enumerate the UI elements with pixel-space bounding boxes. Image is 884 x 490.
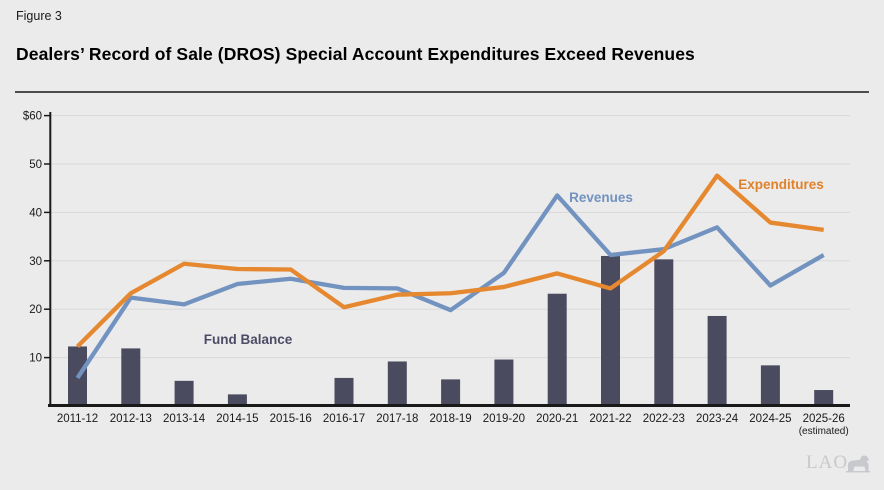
x-tick-label: 2015-16: [270, 413, 312, 425]
fund-balance-bar: [814, 390, 834, 406]
fund-balance-bar: [334, 377, 354, 406]
annotation-revenues: Revenues: [569, 190, 633, 205]
fund-balance-bar: [654, 259, 674, 406]
x-tick-label: 2013-14: [163, 413, 206, 425]
fund-balance-bar: [547, 293, 567, 406]
x-tick-label: 2014-15: [216, 413, 258, 425]
x-tick-label: 2011-12: [57, 413, 98, 425]
expenditures-line: [75, 173, 824, 348]
x-tick-label: 2019-20: [483, 413, 525, 425]
y-tick-label: 10: [29, 353, 42, 365]
fund-balance-bar: [760, 365, 780, 406]
y-axis-line: [49, 112, 52, 407]
y-tick-label: 40: [29, 207, 42, 219]
fund-balance-bar: [121, 348, 141, 406]
x-tick-label: 2017-18: [376, 413, 418, 425]
title-divider: [15, 91, 869, 93]
y-tick-label: $60: [23, 111, 42, 123]
fund-balance-bar: [707, 315, 727, 406]
x-tick-label: 2016-17: [323, 413, 365, 425]
x-tick-label: 2012-13: [110, 413, 152, 425]
annotation-fund-balance: Fund Balance: [204, 332, 293, 347]
y-tick-label: 20: [29, 304, 42, 316]
x-tick-label: 2022-23: [643, 413, 685, 425]
x-tick-label: 2023-24: [696, 413, 739, 425]
fund-balance-bar: [441, 379, 461, 406]
fund-balance-bar: [601, 255, 620, 406]
fund-balance-bar: [174, 380, 194, 406]
fund-balance-bar: [494, 359, 514, 406]
figure-title: Dealers’ Record of Sale (DROS) Special A…: [16, 44, 695, 64]
bear-icon: [846, 455, 871, 473]
y-tick-label: 50: [29, 159, 42, 171]
fund-balance-bar: [227, 394, 247, 406]
x-tick-label: 2018-19: [429, 413, 471, 425]
x-tick-label: 2024-25: [749, 413, 791, 425]
x-tick-label: 2020-21: [536, 413, 578, 425]
lao-logo-text: LAO: [806, 452, 849, 473]
y-tick-label: 30: [29, 256, 42, 268]
lao-logo: LAO: [806, 452, 871, 474]
x-tick-footnote: (estimated): [799, 426, 849, 437]
fund-balance-bar: [387, 361, 407, 406]
x-axis-line: [48, 404, 850, 407]
x-tick-label: 2021-22: [589, 413, 631, 425]
annotation-expenditures: Expenditures: [738, 177, 824, 192]
figure-label: Figure 3: [16, 9, 62, 23]
revenues-line: [75, 193, 825, 380]
x-tick-label: 2025-26: [803, 413, 845, 425]
